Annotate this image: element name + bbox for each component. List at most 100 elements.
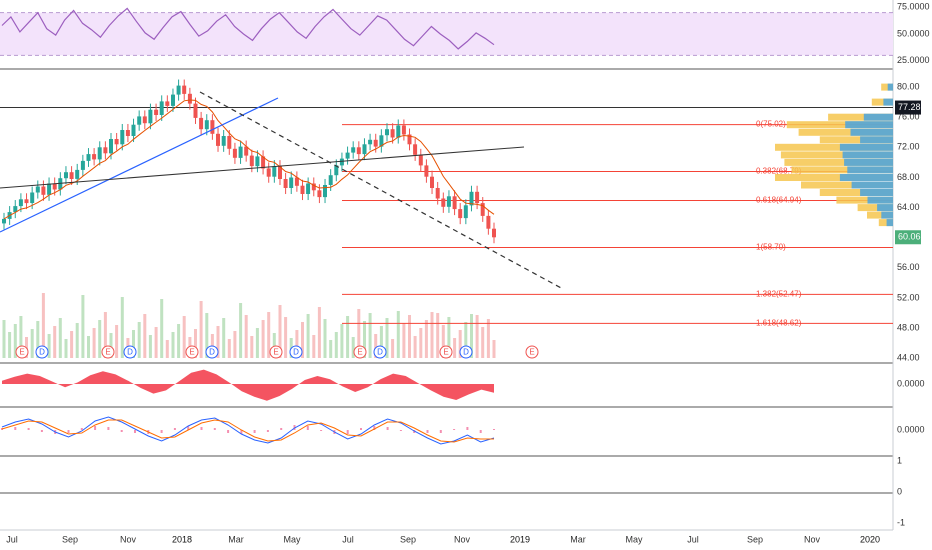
volume-bar xyxy=(295,330,299,358)
candle-body xyxy=(424,165,429,177)
volume-profile-bar xyxy=(871,98,893,106)
candle-body xyxy=(323,185,327,198)
candle-body xyxy=(413,144,418,155)
volume-bar xyxy=(385,318,389,358)
volume-profile-bar xyxy=(887,83,893,91)
rsi-tick-label: 75.0000 xyxy=(897,2,930,12)
event-marker[interactable] xyxy=(353,345,367,359)
event-marker[interactable] xyxy=(35,345,49,359)
macd-histogram-bar xyxy=(373,426,376,430)
candle-body xyxy=(18,199,23,207)
fib-level-label: 1.382(52.47) xyxy=(756,290,802,299)
trend-line-dashed[interactable] xyxy=(199,91,564,290)
volume-profile-bar xyxy=(791,166,893,174)
volume-bar xyxy=(486,319,490,358)
candle-body xyxy=(390,129,395,138)
macd-histogram-bar xyxy=(399,430,402,431)
event-marker[interactable] xyxy=(373,345,387,359)
event-marker[interactable] xyxy=(205,345,219,359)
volume-bar xyxy=(132,330,135,358)
volume-bar xyxy=(120,297,124,358)
volume-profile-bar xyxy=(844,158,893,166)
volume-bar xyxy=(379,326,383,358)
time-tick-label: Nov xyxy=(804,534,821,544)
volume-profile-bar xyxy=(784,158,893,166)
trend-line-channel[interactable] xyxy=(0,146,525,189)
candle-body xyxy=(362,144,367,155)
rsi-band xyxy=(0,12,893,56)
macd-histogram-bar xyxy=(40,430,43,432)
candle-body xyxy=(80,160,85,170)
candle-body xyxy=(131,124,136,136)
price-tick-label: 44.00 xyxy=(897,353,920,363)
event-marker[interactable] xyxy=(525,345,539,359)
volume-bar xyxy=(41,293,45,358)
macd-histogram-bar xyxy=(280,428,283,430)
volume-bar xyxy=(363,321,366,358)
event-marker[interactable] xyxy=(459,345,473,359)
macd-signal-line xyxy=(1,419,494,443)
volume-bar xyxy=(419,328,423,358)
volume-bar xyxy=(222,318,226,358)
volume-bar xyxy=(182,316,186,358)
volume-bar xyxy=(177,324,181,358)
event-marker[interactable] xyxy=(123,345,137,359)
macd-histogram-bar xyxy=(426,430,429,433)
candle-body xyxy=(334,165,339,176)
macd-histogram-bar xyxy=(187,426,190,430)
extra-tick-label: 0 xyxy=(897,486,902,496)
volume-bar xyxy=(424,320,428,358)
candle-body xyxy=(458,209,463,219)
event-marker[interactable] xyxy=(269,345,283,359)
candle-body xyxy=(92,154,97,160)
trend-line-up[interactable] xyxy=(0,97,279,233)
volume-profile-bar xyxy=(860,189,893,196)
volume-bar xyxy=(430,312,434,358)
fib-level-label: 0(75.02) xyxy=(756,120,786,129)
event-marker[interactable] xyxy=(289,345,303,359)
volume-bar xyxy=(75,323,79,358)
candle-body xyxy=(373,139,378,147)
candle-body xyxy=(193,103,198,118)
price-tick-label: 52.00 xyxy=(897,292,920,302)
price-marker-label: 77.28 xyxy=(898,102,921,112)
time-tick-label: Jul xyxy=(6,534,18,544)
candle-body xyxy=(154,109,159,115)
event-marker-label: E xyxy=(273,348,278,357)
rsi-line xyxy=(1,7,495,50)
candle-body xyxy=(272,166,277,177)
volume-bar xyxy=(205,313,209,358)
event-marker[interactable] xyxy=(439,345,453,359)
candle-body xyxy=(385,129,389,136)
volume-profile-bar xyxy=(786,121,893,129)
macd-histogram-bar xyxy=(120,430,123,432)
event-marker-label: D xyxy=(209,348,215,357)
event-marker[interactable] xyxy=(185,345,199,359)
candle-body xyxy=(446,196,451,207)
candle-body xyxy=(492,228,496,238)
volume-bar xyxy=(351,337,355,358)
time-tick-label: Sep xyxy=(62,534,78,544)
candle-body xyxy=(317,190,322,198)
volume-bar xyxy=(255,328,259,358)
macd-histogram-bar xyxy=(466,427,469,430)
price-tick-label: 68.00 xyxy=(897,172,920,182)
volume-bar xyxy=(137,322,141,358)
volume-bar xyxy=(413,336,417,358)
volume-bar xyxy=(306,314,310,358)
candle-body xyxy=(176,85,181,95)
moving-average-line xyxy=(3,99,495,220)
event-marker[interactable] xyxy=(15,345,29,359)
volume-bar xyxy=(408,315,411,358)
volume-bar xyxy=(87,336,90,358)
macd-histogram-bar xyxy=(240,430,243,434)
candle-body xyxy=(64,172,68,179)
time-tick-label: May xyxy=(283,534,301,544)
time-tick-label: Sep xyxy=(747,534,763,544)
event-marker[interactable] xyxy=(101,345,115,359)
candle-body xyxy=(463,205,468,219)
candle-body xyxy=(435,188,440,199)
last-price-box xyxy=(895,230,921,245)
candle-body xyxy=(283,179,288,188)
